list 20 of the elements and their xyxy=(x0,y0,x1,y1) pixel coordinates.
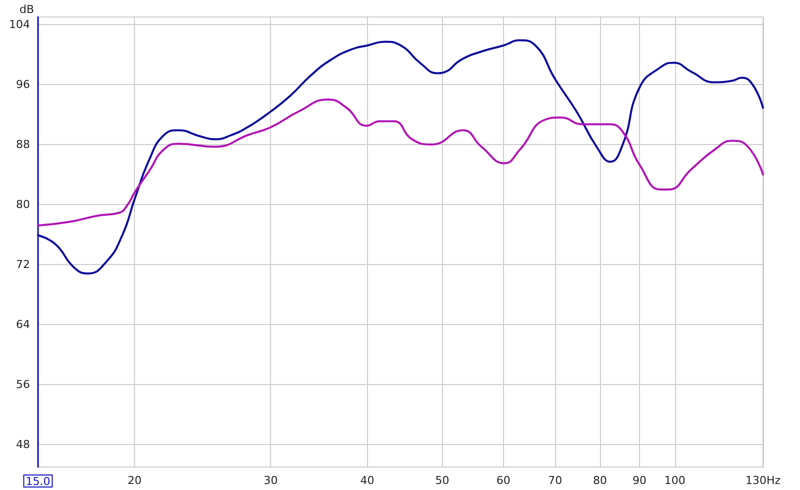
x-tick-label: 30 xyxy=(264,474,278,487)
y-tick-label: 56 xyxy=(16,378,30,391)
x-tick-label: 40 xyxy=(360,474,374,487)
x-tick-label: 130Hz xyxy=(745,474,781,487)
y-tick-label: 72 xyxy=(16,258,30,271)
x-tick-label: 20 xyxy=(128,474,142,487)
x-tick-label: 90 xyxy=(632,474,647,487)
x-tick-label: 15.0 xyxy=(26,475,50,488)
x-tick-label: 60 xyxy=(496,474,510,487)
x-tick-label: 80 xyxy=(593,474,607,487)
y-axis-title: dB xyxy=(19,3,34,16)
y-tick-label: 64 xyxy=(16,318,30,331)
y-tick-label: 80 xyxy=(16,198,30,211)
y-tick-label: 96 xyxy=(16,78,30,91)
x-tick-label: 100 xyxy=(664,474,686,487)
y-tick-label: 104 xyxy=(9,18,30,31)
x-tick-label: 70 xyxy=(548,474,562,487)
y-tick-label: 48 xyxy=(16,438,30,451)
x-tick-label: 50 xyxy=(435,474,450,487)
y-tick-label: 88 xyxy=(16,138,30,151)
